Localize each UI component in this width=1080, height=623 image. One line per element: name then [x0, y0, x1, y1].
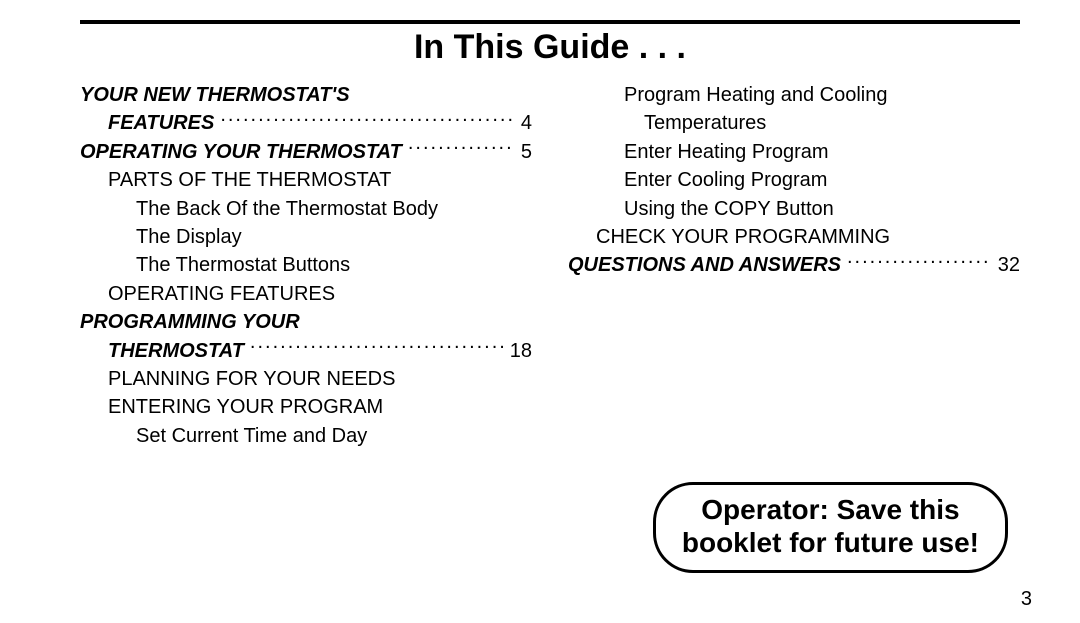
toc-leader	[220, 109, 515, 129]
toc-leader	[250, 337, 504, 357]
toc-label: Temperatures	[644, 109, 766, 137]
toc-columns: YOUR NEW THERMOSTAT'SFEATURES4OPERATING …	[80, 81, 1020, 450]
toc-entry: ENTERING YOUR PROGRAM	[80, 393, 532, 421]
toc-entry: OPERATING FEATURES	[80, 280, 532, 308]
toc-label: Enter Heating Program	[624, 138, 829, 166]
toc-entry: CHECK YOUR PROGRAMMING	[568, 223, 1020, 251]
toc-leader	[847, 251, 992, 271]
toc-label: PROGRAMMING YOUR	[80, 308, 300, 336]
guide-title: In This Guide . . .	[80, 28, 1020, 67]
toc-label: The Thermostat Buttons	[136, 251, 350, 279]
page: In This Guide . . . YOUR NEW THERMOSTAT'…	[0, 0, 1080, 623]
toc-label: Using the COPY Button	[624, 195, 834, 223]
toc-entry: The Thermostat Buttons	[80, 251, 532, 279]
toc-leader	[408, 138, 515, 158]
toc-label: CHECK YOUR PROGRAMMING	[596, 223, 890, 251]
callout-line-2: booklet for future use!	[682, 526, 979, 560]
toc-page: 4	[521, 109, 532, 137]
toc-entry: The Display	[80, 223, 532, 251]
toc-entry: OPERATING YOUR THERMOSTAT 5	[80, 138, 532, 166]
toc-entry: PROGRAMMING YOUR	[80, 308, 532, 336]
toc-entry: QUESTIONS AND ANSWERS 32	[568, 251, 1020, 279]
toc-label: YOUR NEW THERMOSTAT'S	[80, 81, 350, 109]
toc-entry: PARTS OF THE THERMOSTAT	[80, 166, 532, 194]
toc-page: 5	[521, 138, 532, 166]
toc-entry: The Back Of the Thermostat Body	[80, 195, 532, 223]
toc-entry: Temperatures	[568, 109, 1020, 137]
toc-right-column: Program Heating and CoolingTemperaturesE…	[568, 81, 1020, 450]
toc-label: THERMOSTAT	[108, 337, 244, 365]
toc-entry: YOUR NEW THERMOSTAT'S	[80, 81, 532, 109]
toc-label: Set Current Time and Day	[136, 422, 367, 450]
toc-entry: Program Heating and Cooling	[568, 81, 1020, 109]
callout-line-1: Operator: Save this	[682, 493, 979, 527]
toc-entry: FEATURES 4	[80, 109, 532, 137]
toc-entry: THERMOSTAT 18	[80, 337, 532, 365]
toc-label: OPERATING YOUR THERMOSTAT	[80, 138, 402, 166]
toc-entry: PLANNING FOR YOUR NEEDS	[80, 365, 532, 393]
toc-label: Program Heating and Cooling	[624, 81, 888, 109]
toc-label: The Back Of the Thermostat Body	[136, 195, 438, 223]
toc-label: ENTERING YOUR PROGRAM	[108, 393, 383, 421]
toc-entry: Enter Heating Program	[568, 138, 1020, 166]
toc-entry: Set Current Time and Day	[80, 422, 532, 450]
toc-label: Enter Cooling Program	[624, 166, 827, 194]
toc-label: OPERATING FEATURES	[108, 280, 335, 308]
page-number: 3	[1021, 588, 1032, 611]
toc-entry: Using the COPY Button	[568, 195, 1020, 223]
toc-page: 32	[998, 251, 1020, 279]
toc-entry: Enter Cooling Program	[568, 166, 1020, 194]
toc-label: QUESTIONS AND ANSWERS	[568, 251, 841, 279]
top-rule	[80, 20, 1020, 24]
toc-label: PARTS OF THE THERMOSTAT	[108, 166, 391, 194]
toc-label: The Display	[136, 223, 242, 251]
toc-left-column: YOUR NEW THERMOSTAT'SFEATURES4OPERATING …	[80, 81, 532, 450]
toc-label: FEATURES	[108, 109, 214, 137]
save-booklet-callout: Operator: Save this booklet for future u…	[653, 482, 1008, 573]
toc-page: 18	[510, 337, 532, 365]
toc-label: PLANNING FOR YOUR NEEDS	[108, 365, 395, 393]
